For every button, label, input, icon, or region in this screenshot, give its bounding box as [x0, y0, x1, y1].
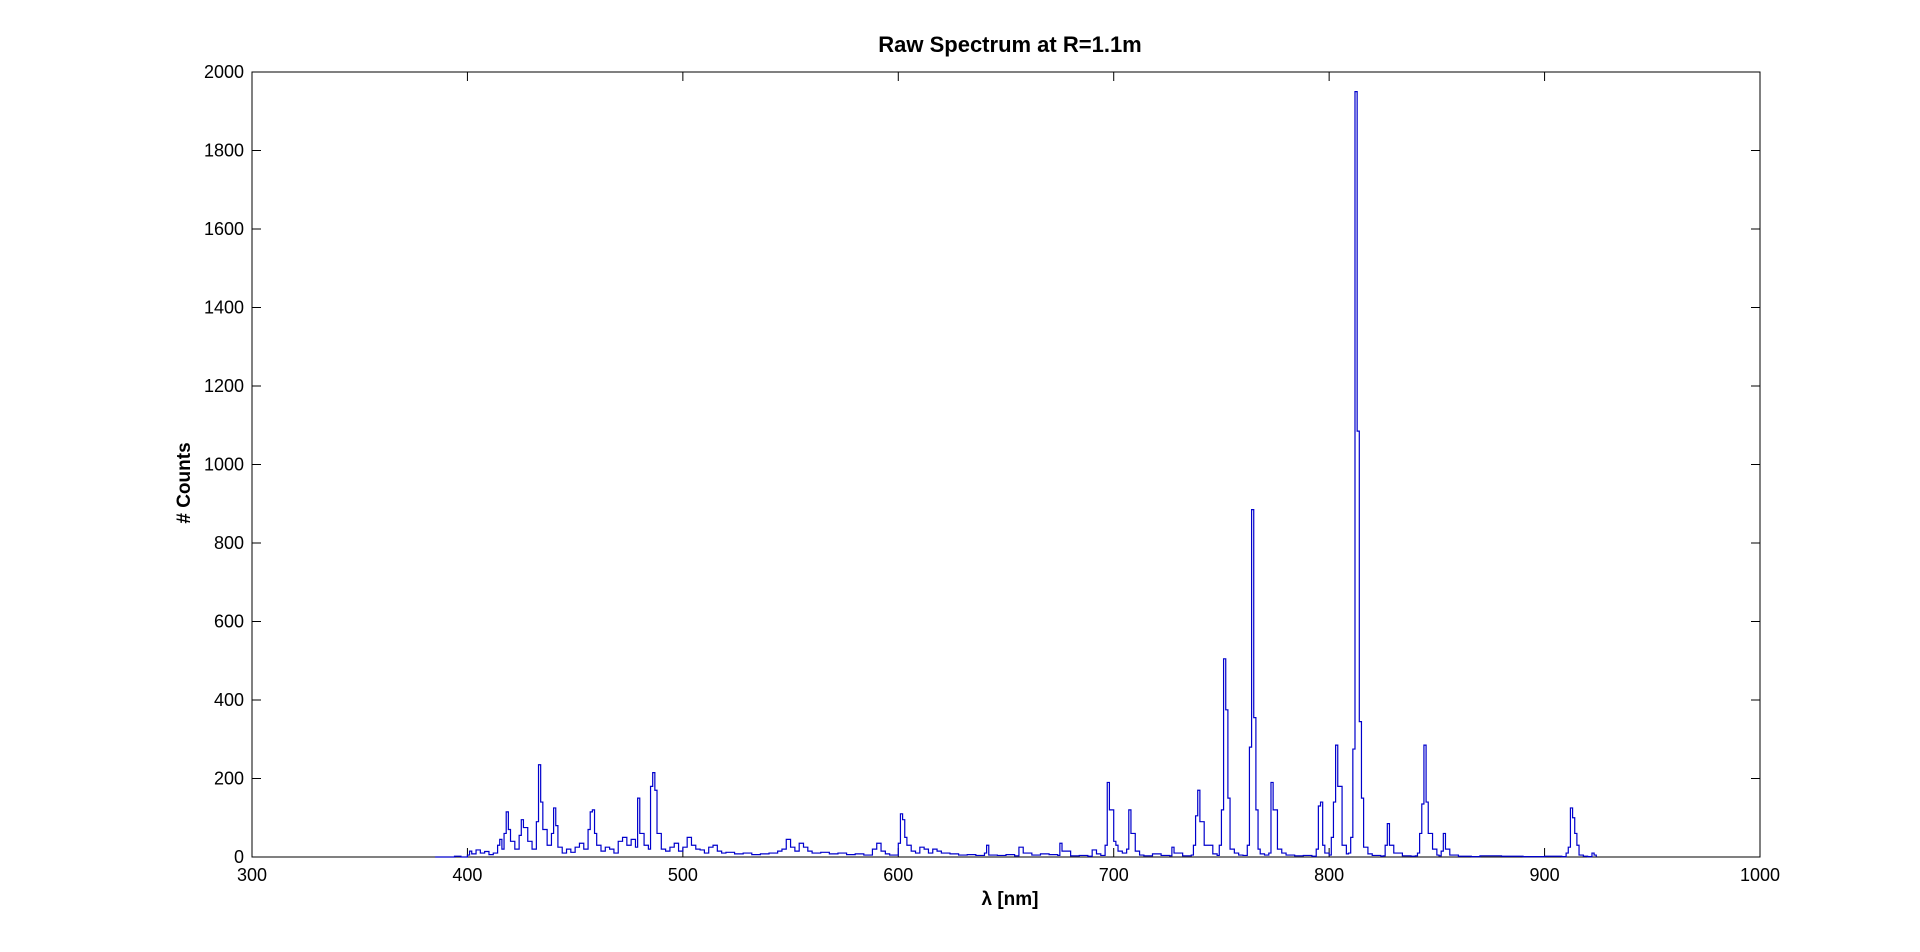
- plot-area: 300 400 500 600 700 800 900 1000 0 200 400 600 800 1…: [204, 62, 1780, 885]
- x-tick-label-0: 300: [237, 865, 267, 885]
- y-tick-label-9: 1800: [204, 141, 244, 161]
- x-tick-label-3: 600: [883, 865, 913, 885]
- x-tick-label-4: 700: [1099, 865, 1129, 885]
- y-tick-label-4: 800: [214, 533, 244, 553]
- x-tick-label-5: 800: [1314, 865, 1344, 885]
- y-tick-label-2: 400: [214, 690, 244, 710]
- spectrum-series-line: [435, 91, 1597, 858]
- x-tick-label-2: 500: [668, 865, 698, 885]
- y-tick-label-7: 1400: [204, 298, 244, 318]
- y-tick-label-6: 1200: [204, 376, 244, 396]
- x-axis-label: λ [nm]: [982, 889, 1039, 910]
- y-axis-label: # Counts: [174, 442, 195, 523]
- x-tick-label-1: 400: [452, 865, 482, 885]
- x-tick-label-7: 1000: [1740, 865, 1780, 885]
- y-tick-label-1: 200: [214, 769, 244, 789]
- x-tick-label-6: 900: [1530, 865, 1560, 885]
- y-tick-label-8: 1600: [204, 219, 244, 239]
- y-tick-label-5: 1000: [204, 455, 244, 475]
- y-tick-label-0: 0: [234, 847, 244, 867]
- chart-title: Raw Spectrum at R=1.1m: [878, 32, 1141, 57]
- x-axis: 300 400 500 600 700 800 900 1000: [237, 72, 1780, 885]
- y-axis: 0 200 400 600 800 1000 1200 1400 1600 1800 2000: [204, 62, 1760, 867]
- y-tick-label-3: 600: [214, 612, 244, 632]
- axes-box: [251, 71, 1761, 858]
- y-tick-label-10: 2000: [204, 62, 244, 82]
